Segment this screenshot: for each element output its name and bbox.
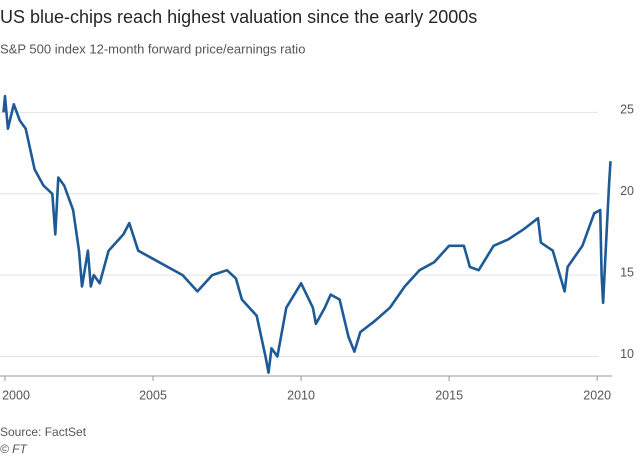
x-tick-label: 2005	[139, 388, 167, 402]
x-tick-label: 2020	[583, 388, 611, 402]
x-tick-label: 2010	[287, 388, 315, 402]
x-tick-label: 2000	[2, 388, 30, 402]
y-tick-label: 20	[620, 184, 634, 198]
y-tick-label: 15	[620, 265, 634, 279]
chart-title: US blue-chips reach highest valuation si…	[0, 7, 477, 27]
chart-subtitle: S&P 500 index 12-month forward price/ear…	[0, 41, 305, 56]
y-tick-label: 25	[620, 103, 634, 117]
line-series	[2, 94, 612, 374]
credit: © FT	[0, 442, 29, 456]
source: Source: FactSet	[0, 425, 87, 439]
x-tick-label: 2015	[435, 388, 463, 402]
y-tick-label: 10	[620, 347, 634, 361]
